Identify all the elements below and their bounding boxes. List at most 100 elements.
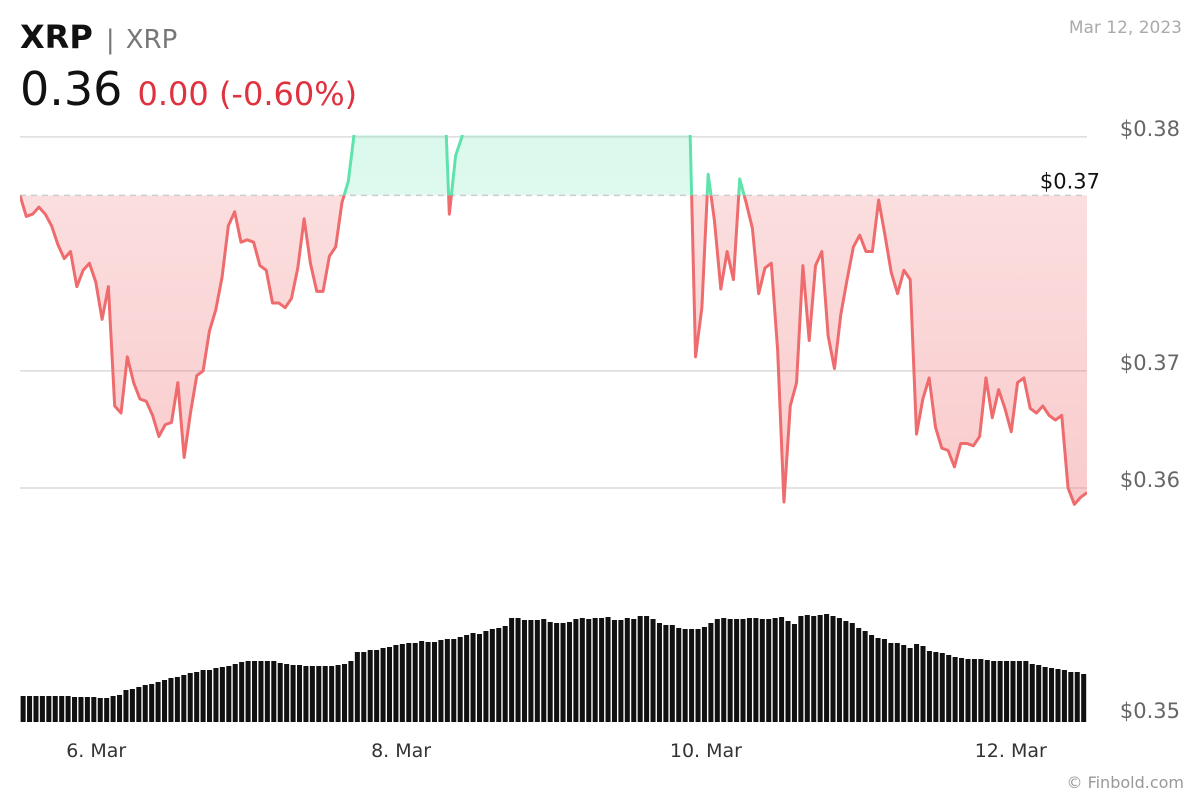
volume-bar (226, 666, 232, 722)
volume-bar (734, 619, 740, 722)
volume-bar (78, 697, 84, 722)
volume-bar (264, 661, 270, 722)
volume-bar (541, 619, 547, 722)
x-tick-label-3: 12. Mar (975, 740, 1047, 762)
volume-bar (296, 665, 303, 722)
volume-bar (971, 659, 977, 722)
volume-bar (669, 625, 675, 722)
volume-bar (1004, 661, 1010, 722)
volume-bar (348, 661, 354, 722)
volume-bar (528, 620, 534, 722)
x-tick-label-1: 8. Mar (371, 740, 431, 762)
volume-bar (399, 644, 405, 722)
volume-bar (303, 666, 309, 722)
volume-bar (46, 696, 52, 722)
volume-bars (20, 614, 1087, 722)
y-tick-label-0: $0.36 (1120, 468, 1180, 492)
volume-bar (753, 618, 759, 722)
price-row: 0.36 0.00 (-0.60%) (20, 62, 357, 116)
volume-bar (20, 696, 26, 722)
volume-bar (1036, 665, 1042, 722)
volume-bar (39, 696, 45, 722)
volume-bar (65, 696, 71, 722)
volume-bar (894, 643, 900, 722)
volume-bar (335, 665, 341, 722)
volume-bar (252, 661, 258, 722)
volume-bar (476, 634, 482, 722)
volume-bar (521, 620, 527, 722)
volume-bar (316, 666, 322, 722)
volume-bar (554, 623, 560, 722)
volume-bar (239, 662, 245, 722)
volume-bar (470, 633, 476, 722)
volume-bar (59, 696, 65, 722)
volume-bar (830, 616, 836, 722)
volume-bar (701, 627, 707, 722)
volume-bar (689, 629, 695, 722)
volume-bar (1023, 661, 1029, 722)
volume-bar (920, 646, 926, 722)
volume-bar (869, 635, 875, 722)
volume-bar (515, 618, 521, 722)
volume-bar (618, 620, 624, 722)
volume-bar (843, 621, 849, 722)
x-tick-label-2: 10. Mar (670, 740, 742, 762)
ticker-name: XRP (125, 25, 178, 55)
volume-bar (695, 629, 701, 722)
volume-bar (174, 677, 180, 722)
volume-bar (27, 696, 33, 722)
volume-bar (117, 695, 123, 722)
volume-bar (965, 659, 971, 722)
volume-bar (836, 618, 842, 722)
volume-bar (573, 619, 579, 722)
volume-bar (727, 619, 733, 722)
volume-bar (1042, 667, 1048, 722)
volume-bar (656, 623, 662, 722)
x-tick-label-0: 6. Mar (66, 740, 126, 762)
finbold-watermark: © Finbold.com (1066, 773, 1184, 792)
volume-bar (367, 650, 373, 722)
volume-bar (33, 696, 39, 722)
volume-bar (361, 652, 367, 722)
volume-bar (162, 680, 168, 722)
volume-bar (277, 663, 283, 722)
volume-bar (663, 625, 669, 722)
volume-bar (110, 696, 116, 722)
volume-bar (881, 639, 887, 722)
volume-bar (637, 616, 643, 722)
volume-bar (779, 617, 785, 722)
volume-bar (599, 618, 605, 722)
volume-bar (914, 644, 920, 722)
volume-bar (740, 619, 746, 722)
volume-bar (1049, 668, 1055, 722)
volume-bar (104, 698, 110, 722)
volume-bar (566, 622, 572, 722)
volume-bar (123, 690, 129, 722)
volume-bar (483, 631, 489, 722)
volume-bar (856, 628, 862, 722)
volume-bar (888, 643, 894, 722)
volume-bar (393, 645, 399, 722)
volume-bar (946, 655, 952, 722)
volume-bar (129, 689, 135, 722)
volume-bar (592, 618, 598, 722)
volume-bar (534, 620, 540, 722)
volume-bar (187, 673, 193, 722)
volume-bar (978, 659, 984, 722)
volume-bar (824, 614, 830, 722)
volume-bar (785, 621, 791, 722)
volume-bar (457, 637, 463, 722)
volume-bar (284, 664, 290, 722)
chart-date: Mar 12, 2023 (1068, 18, 1182, 38)
volume-bar (97, 698, 103, 722)
volume-bar (464, 635, 470, 722)
volume-bar (213, 668, 219, 722)
volume-bar (91, 697, 97, 722)
volume-bar (875, 638, 881, 722)
volume-bar (926, 651, 932, 722)
price-line: $0.37 (20, 135, 1100, 506)
baseline-label: $0.37 (1040, 169, 1100, 193)
volume-bar (811, 616, 817, 722)
